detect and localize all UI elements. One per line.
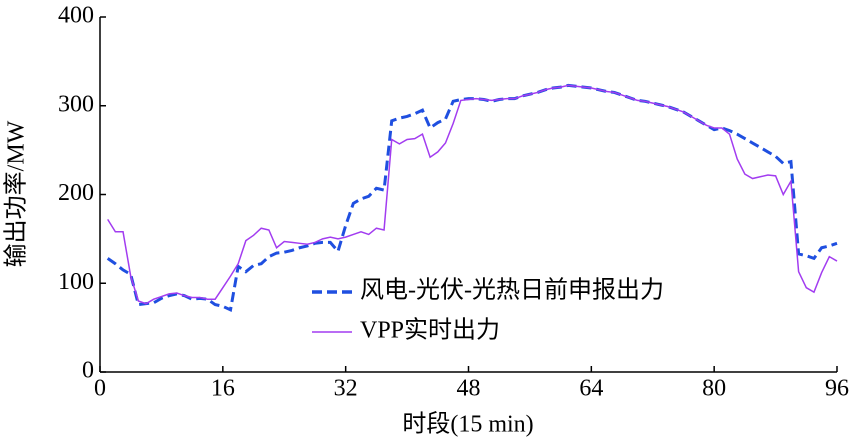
y-axis-label: 输出功率/MW (3, 120, 30, 267)
x-axis-label: 时段(15 min) (402, 411, 533, 438)
x-tick-label: 48 (457, 376, 481, 402)
x-tick-label: 0 (94, 376, 106, 402)
x-tick-label: 32 (334, 376, 358, 402)
series-line (106, 83, 838, 313)
y-tick-label: 100 (58, 269, 94, 295)
x-tick-label: 80 (702, 376, 726, 402)
y-tick-label: 300 (58, 91, 94, 117)
y-tick-label: 200 (58, 180, 94, 206)
y-tick-label: 0 (82, 358, 94, 384)
legend-label: VPP实时出力 (360, 317, 500, 344)
y-tick-label: 400 (58, 3, 94, 29)
x-tick-label: 96 (825, 376, 849, 402)
x-tick-label: 16 (211, 376, 235, 402)
series-line (107, 84, 838, 305)
legend-label: 风电-光伏-光热日前申报出力 (360, 277, 664, 304)
x-tick-label: 64 (579, 376, 603, 402)
